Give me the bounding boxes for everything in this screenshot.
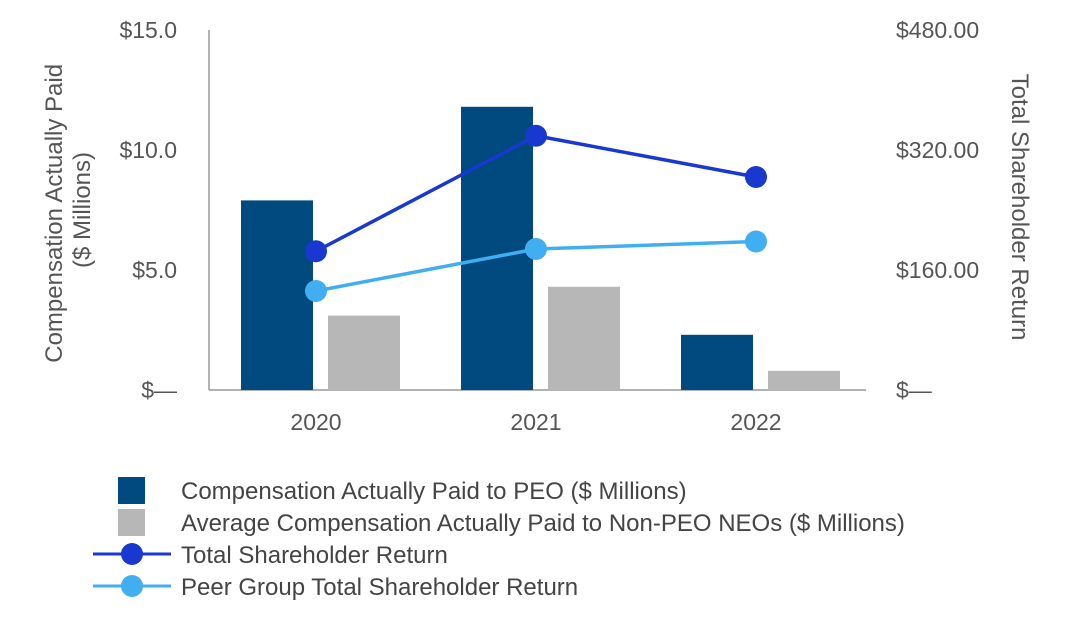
line-point — [305, 240, 327, 263]
legend-swatch-peo — [118, 477, 145, 504]
right-tick-label: $160.00 — [896, 257, 979, 283]
line-point — [525, 238, 547, 260]
left-axis-title: Compensation Actually Paid ($ Millions) — [41, 57, 96, 363]
line-point — [305, 280, 327, 302]
legend-label-peer-tsr: Peer Group Total Shareholder Return — [181, 574, 578, 601]
legend-marker-tsr — [121, 543, 143, 565]
right-tick-label: $— — [896, 377, 932, 403]
legend-label-non-peo: Average Compensation Actually Paid to No… — [181, 510, 905, 537]
right-tick-label: $480.00 — [896, 17, 979, 43]
bar — [241, 200, 313, 390]
line-point — [525, 124, 547, 147]
right-axis-title: Total Shareholder Return — [1006, 74, 1033, 341]
bar — [768, 370, 840, 390]
bar — [461, 106, 533, 391]
legend-label-peo: Compensation Actually Paid to PEO ($ Mil… — [181, 478, 687, 505]
x-tick-label: 2020 — [290, 409, 341, 435]
line-point — [745, 166, 767, 188]
left-axis-title-line-2: ($ Millions) — [69, 152, 96, 268]
legend: Compensation Actually Paid to PEO ($ Mil… — [93, 477, 905, 601]
legend-swatch-non-peo — [118, 509, 145, 536]
legend-label-tsr: Total Shareholder Return — [181, 542, 448, 569]
left-tick-label: $— — [141, 377, 177, 403]
bar — [328, 315, 400, 390]
lines — [305, 124, 767, 302]
right-tick-label: $320.00 — [896, 137, 979, 163]
x-tick-label: 2022 — [730, 409, 781, 435]
legend-marker-peer-tsr — [121, 575, 143, 597]
left-tick-label: $15.0 — [119, 17, 177, 43]
bar — [681, 334, 753, 390]
bars — [241, 106, 840, 391]
x-tick-label: 2021 — [510, 409, 561, 435]
left-axis-ticks: $— $5.0 $10.0 $15.0 — [119, 17, 177, 403]
line-point — [745, 230, 767, 253]
right-axis-ticks: $— $160.00 $320.00 $480.00 — [896, 17, 979, 403]
x-axis-ticks: 2020 2021 2022 — [290, 409, 781, 435]
left-axis-title-line-1: Compensation Actually Paid — [41, 64, 68, 363]
bar — [548, 286, 620, 390]
left-tick-label: $10.0 — [119, 137, 177, 163]
left-tick-label: $5.0 — [132, 257, 177, 283]
series-line — [315, 133, 757, 253]
axes — [208, 30, 866, 391]
